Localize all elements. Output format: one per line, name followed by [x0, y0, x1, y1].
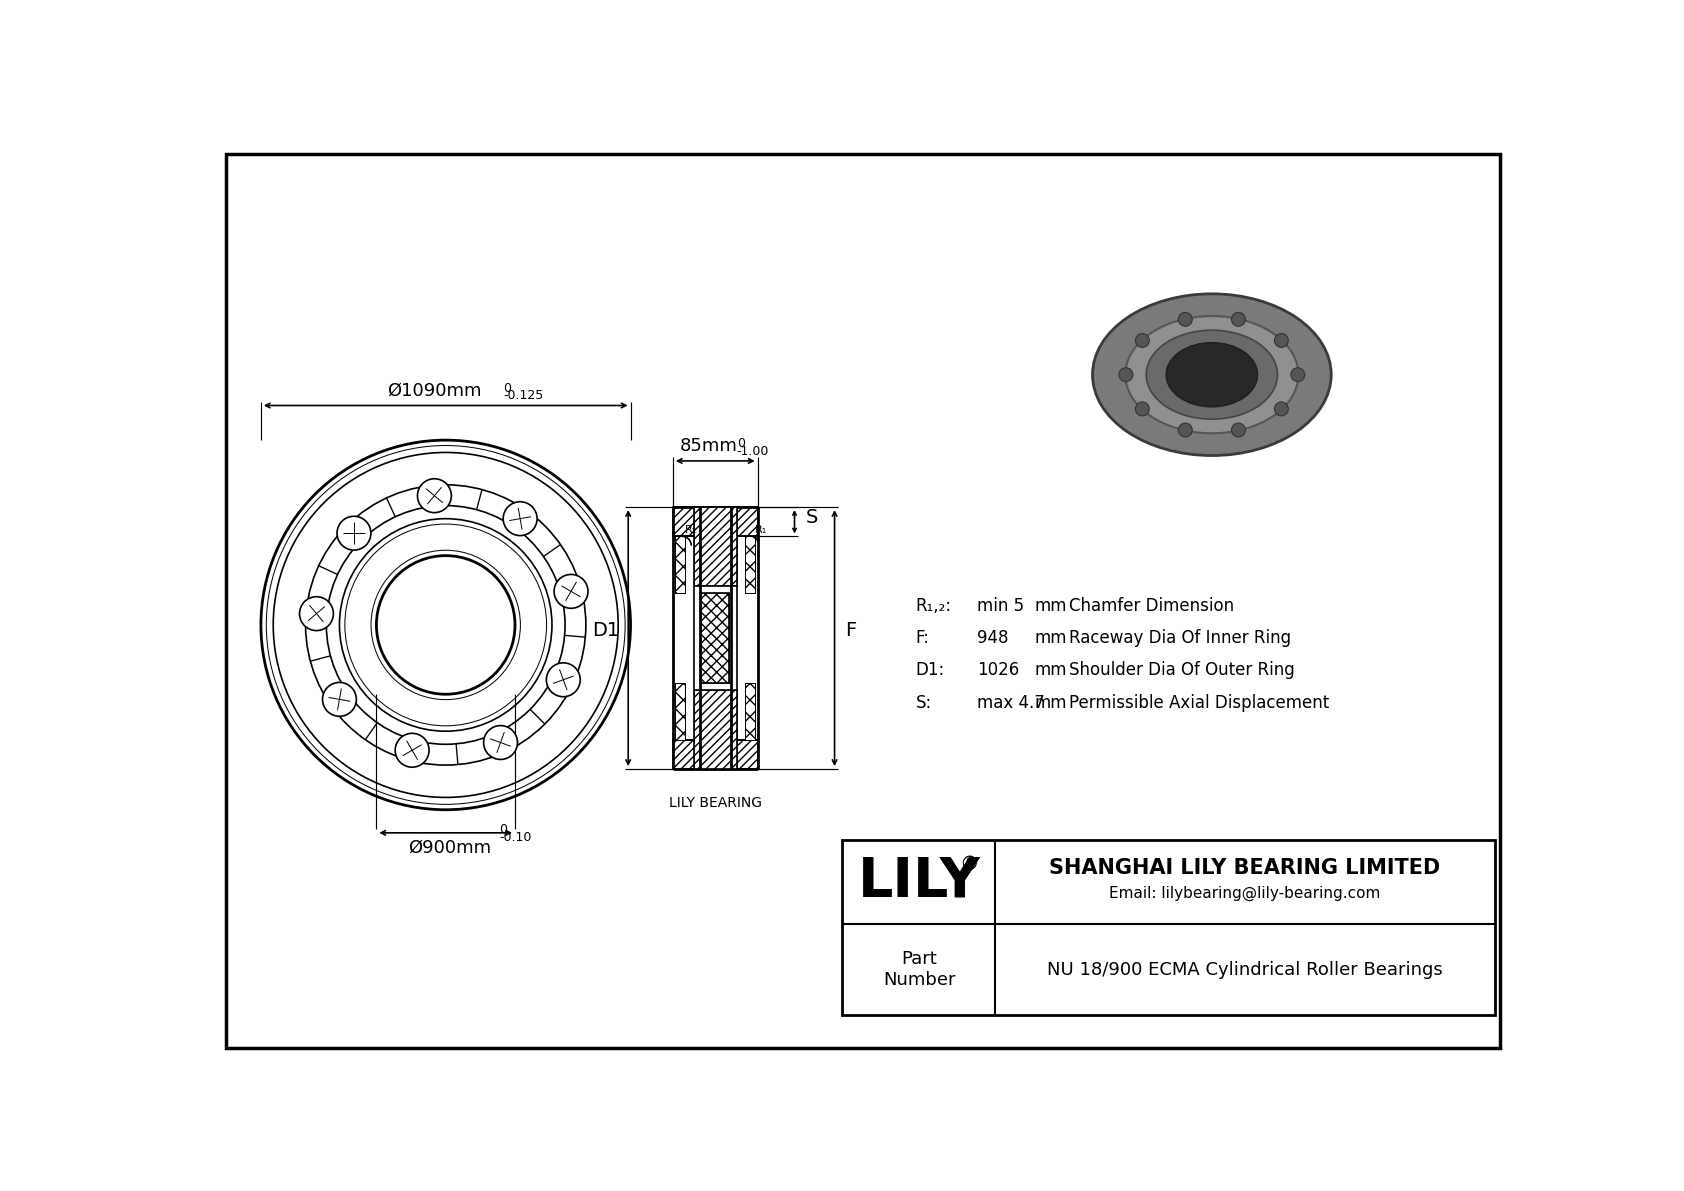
Text: 0: 0: [504, 381, 512, 394]
Text: Chamfer Dimension: Chamfer Dimension: [1069, 597, 1234, 615]
Text: Shoulder Dia Of Outer Ring: Shoulder Dia Of Outer Ring: [1069, 661, 1295, 679]
Bar: [674, 507, 758, 536]
Bar: [746, 536, 754, 593]
Circle shape: [1231, 312, 1246, 326]
Ellipse shape: [1093, 294, 1332, 455]
Ellipse shape: [1125, 316, 1298, 434]
Bar: [675, 536, 685, 593]
Text: 1026: 1026: [977, 661, 1019, 679]
Text: S:: S:: [916, 693, 931, 712]
Text: 0: 0: [738, 437, 744, 450]
Circle shape: [504, 501, 537, 536]
Text: F:: F:: [916, 629, 930, 647]
Circle shape: [418, 479, 451, 512]
Bar: [701, 593, 729, 682]
Circle shape: [546, 663, 581, 697]
Circle shape: [554, 574, 588, 609]
Circle shape: [1292, 368, 1305, 381]
Circle shape: [1231, 423, 1246, 437]
Text: mm: mm: [1034, 597, 1068, 615]
Text: 0: 0: [500, 823, 507, 836]
Text: LILY: LILY: [857, 855, 980, 909]
Circle shape: [323, 682, 357, 716]
Text: -0.125: -0.125: [504, 389, 544, 403]
Text: Raceway Dia Of Inner Ring: Raceway Dia Of Inner Ring: [1069, 629, 1292, 647]
Bar: [842, 840, 1495, 1016]
Bar: [675, 682, 685, 740]
Text: 948: 948: [977, 629, 1009, 647]
Text: mm: mm: [1034, 693, 1068, 712]
Text: S: S: [805, 509, 818, 528]
Ellipse shape: [1167, 343, 1258, 406]
Circle shape: [1179, 423, 1192, 437]
Circle shape: [1118, 368, 1133, 381]
Text: Permissible Axial Displacement: Permissible Axial Displacement: [1069, 693, 1330, 712]
Text: Ø900mm: Ø900mm: [408, 838, 492, 858]
Text: Email: lilybearing@lily-bearing.com: Email: lilybearing@lily-bearing.com: [1110, 886, 1381, 902]
Bar: [674, 740, 758, 769]
Bar: [701, 593, 729, 682]
Text: R₁: R₁: [754, 525, 768, 535]
Bar: [746, 682, 754, 740]
Bar: [746, 536, 754, 593]
Text: SHANGHAI LILY BEARING LIMITED: SHANGHAI LILY BEARING LIMITED: [1049, 858, 1440, 878]
Text: Part
Number: Part Number: [882, 950, 955, 989]
Text: 85mm: 85mm: [680, 437, 738, 455]
Text: mm: mm: [1034, 629, 1068, 647]
Text: mm: mm: [1034, 661, 1068, 679]
Text: ®: ®: [960, 855, 978, 874]
Ellipse shape: [1167, 343, 1258, 406]
Text: max 4.7: max 4.7: [977, 693, 1044, 712]
Text: D1:: D1:: [916, 661, 945, 679]
Circle shape: [300, 597, 333, 630]
Bar: [694, 691, 738, 769]
Text: NU 18/900 ECMA Cylindrical Roller Bearings: NU 18/900 ECMA Cylindrical Roller Bearin…: [1047, 961, 1443, 979]
Bar: [675, 536, 685, 593]
Circle shape: [1179, 312, 1192, 326]
Text: D1: D1: [591, 621, 620, 640]
Text: F: F: [845, 621, 857, 640]
Text: R₂: R₂: [685, 525, 697, 535]
Bar: [694, 691, 738, 769]
Circle shape: [1135, 403, 1148, 416]
Circle shape: [483, 725, 517, 760]
Bar: [675, 682, 685, 740]
Circle shape: [1135, 333, 1148, 348]
Circle shape: [1275, 333, 1288, 348]
Text: LILY BEARING: LILY BEARING: [669, 796, 761, 810]
Bar: [674, 740, 758, 769]
Circle shape: [337, 516, 370, 550]
Text: min 5: min 5: [977, 597, 1024, 615]
Ellipse shape: [1147, 330, 1278, 419]
Bar: [674, 507, 758, 536]
Circle shape: [1275, 403, 1288, 416]
Text: R₁,₂:: R₁,₂:: [916, 597, 951, 615]
Circle shape: [396, 734, 429, 767]
Bar: [694, 507, 738, 586]
Text: -0.10: -0.10: [500, 830, 532, 843]
Text: Ø1090mm: Ø1090mm: [387, 381, 482, 399]
Bar: [746, 682, 754, 740]
Bar: [694, 507, 738, 586]
Text: -1.00: -1.00: [738, 445, 770, 457]
Bar: [694, 586, 738, 691]
